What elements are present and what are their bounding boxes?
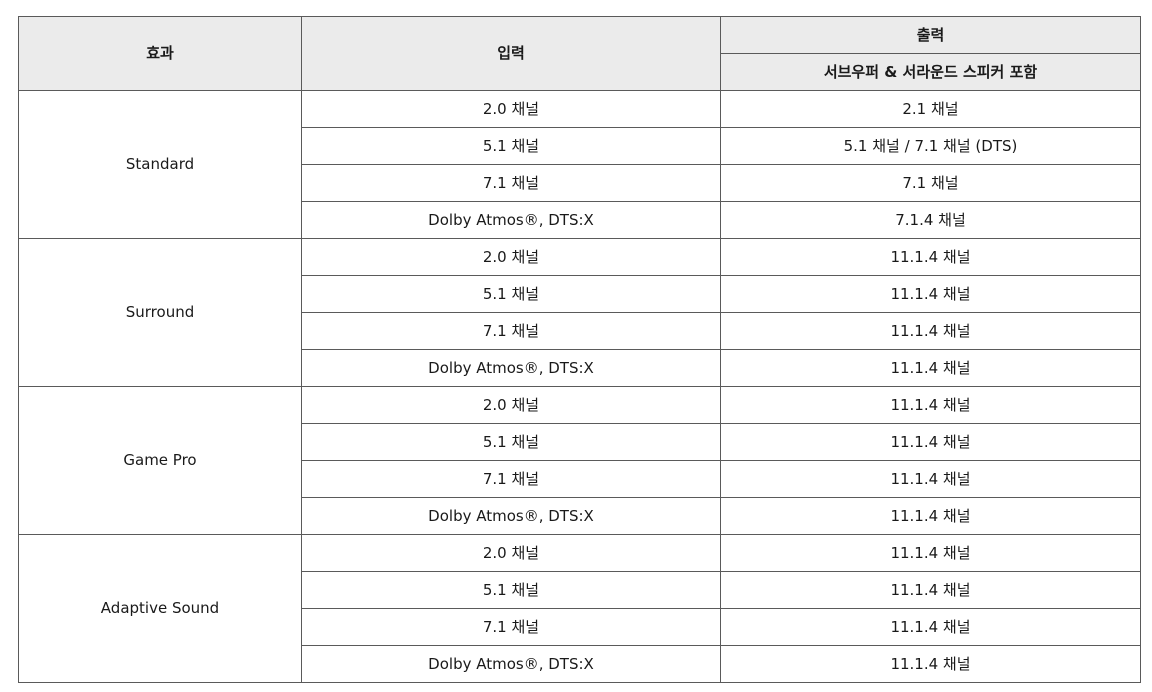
output-cell: 11.1.4 채널 (720, 349, 1141, 387)
header-output: 출력 (720, 16, 1141, 54)
input-cell: 2.0 채널 (301, 90, 721, 128)
table-row: 5.1 채널 11.1.4 채널 (19, 571, 1141, 609)
table-row: 7.1 채널 7.1 채널 (19, 164, 1141, 202)
input-cell: 7.1 채널 (301, 460, 721, 498)
table-row: 5.1 채널 11.1.4 채널 (19, 275, 1141, 313)
sound-mode-table: 효과 입력 출력 서브우퍼 & 서라운드 스피커 포함 Standard 2.0… (18, 16, 1141, 683)
input-cell: 5.1 채널 (301, 423, 721, 461)
input-cell: Dolby Atmos®, DTS:X (301, 201, 721, 239)
output-cell: 11.1.4 채널 (720, 571, 1141, 609)
input-cell: 2.0 채널 (301, 534, 721, 572)
output-cell: 7.1 채널 (720, 164, 1141, 202)
table-row: Dolby Atmos®, DTS:X 7.1.4 채널 (19, 201, 1141, 239)
output-cell: 7.1.4 채널 (720, 201, 1141, 239)
header-effect: 효과 (18, 16, 302, 91)
table-row: Dolby Atmos®, DTS:X 11.1.4 채널 (19, 645, 1141, 683)
table-row: Game Pro 2.0 채널 11.1.4 채널 (18, 386, 1141, 535)
table-header: 효과 입력 출력 서브우퍼 & 서라운드 스피커 포함 (18, 16, 1141, 91)
table-row: 5.1 채널 11.1.4 채널 (19, 423, 1141, 461)
output-cell: 11.1.4 채널 (720, 534, 1141, 572)
output-cell: 11.1.4 채널 (720, 275, 1141, 313)
table-row: Dolby Atmos®, DTS:X 11.1.4 채널 (19, 349, 1141, 387)
output-cell: 11.1.4 채널 (720, 386, 1141, 424)
table-row: 7.1 채널 11.1.4 채널 (19, 608, 1141, 646)
table-row: Standard 2.0 채널 2.1 채널 (18, 90, 1141, 239)
output-cell: 11.1.4 채널 (720, 645, 1141, 683)
output-cell: 11.1.4 채널 (720, 608, 1141, 646)
table-row: Surround 2.0 채널 11.1.4 채널 (18, 238, 1141, 387)
table-row: 5.1 채널 5.1 채널 / 7.1 채널 (DTS) (19, 127, 1141, 165)
header-output-sub: 서브우퍼 & 서라운드 스피커 포함 (720, 53, 1141, 91)
input-cell: 5.1 채널 (301, 571, 721, 609)
input-cell: 7.1 채널 (301, 164, 721, 202)
output-cell: 11.1.4 채널 (720, 312, 1141, 350)
input-cell: Dolby Atmos®, DTS:X (301, 349, 721, 387)
table-row: 7.1 채널 11.1.4 채널 (19, 312, 1141, 350)
input-cell: 7.1 채널 (301, 312, 721, 350)
output-cell: 11.1.4 채널 (720, 423, 1141, 461)
effect-cell: Adaptive Sound (18, 534, 302, 683)
input-cell: 5.1 채널 (301, 275, 721, 313)
output-cell: 5.1 채널 / 7.1 채널 (DTS) (720, 127, 1141, 165)
table-row: Dolby Atmos®, DTS:X 11.1.4 채널 (19, 497, 1141, 535)
output-cell: 2.1 채널 (720, 90, 1141, 128)
effect-cell: Surround (18, 238, 302, 387)
output-cell: 11.1.4 채널 (720, 460, 1141, 498)
table-row: 7.1 채널 11.1.4 채널 (19, 460, 1141, 498)
input-cell: Dolby Atmos®, DTS:X (301, 645, 721, 683)
input-cell: 2.0 채널 (301, 386, 721, 424)
input-cell: 7.1 채널 (301, 608, 721, 646)
table-row: Adaptive Sound 2.0 채널 11.1.4 채널 (18, 534, 1141, 683)
effect-cell: Standard (18, 90, 302, 239)
output-cell: 11.1.4 채널 (720, 497, 1141, 535)
input-cell: 5.1 채널 (301, 127, 721, 165)
table-body: Standard 2.0 채널 2.1 채널 5.1 채널 5.1 채널 / 7… (18, 90, 1141, 683)
input-cell: 2.0 채널 (301, 238, 721, 276)
header-input: 입력 (301, 16, 721, 91)
effect-cell: Game Pro (18, 386, 302, 535)
output-cell: 11.1.4 채널 (720, 238, 1141, 276)
input-cell: Dolby Atmos®, DTS:X (301, 497, 721, 535)
